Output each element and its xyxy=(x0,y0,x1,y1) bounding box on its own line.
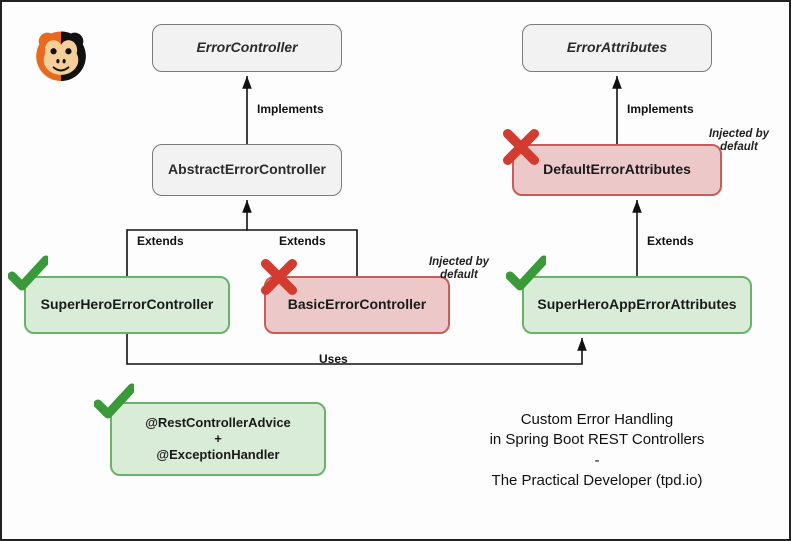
check-icon xyxy=(94,382,134,422)
cross-icon xyxy=(502,128,540,166)
edge-label-extends-3: Extends xyxy=(645,234,696,248)
node-error-attributes: ErrorAttributes xyxy=(522,24,712,72)
monkey-logo-icon xyxy=(30,24,92,86)
cross-icon xyxy=(260,258,298,296)
callout-injected-1: Injected by default xyxy=(422,248,496,290)
callout-injected-1-text: Injected by default xyxy=(422,256,496,281)
node-abstract-error-controller: AbstractErrorController xyxy=(152,144,342,196)
edge-label-uses: Uses xyxy=(317,352,350,366)
node-default-error-attributes: DefaultErrorAttributes xyxy=(512,144,722,196)
advice-label-top: @RestControllerAdvice xyxy=(145,415,291,431)
advice-label-mid: + xyxy=(214,431,222,447)
footer-line-4: The Practical Developer (tpd.io) xyxy=(442,471,752,491)
footer-line-1: Custom Error Handling xyxy=(442,410,752,430)
check-icon xyxy=(506,254,546,294)
edge-label-extends-2: Extends xyxy=(277,234,328,248)
node-error-controller: ErrorController xyxy=(152,24,342,72)
callout-injected-2-text: Injected by default xyxy=(702,128,776,153)
footer-line-3: - xyxy=(442,451,752,471)
footer-caption: Custom Error Handling in Spring Boot RES… xyxy=(442,410,752,491)
footer-line-2: in Spring Boot REST Controllers xyxy=(442,430,752,450)
advice-label-bot: @ExceptionHandler xyxy=(156,447,279,463)
node-superhero-error-controller: SuperHeroErrorController xyxy=(24,276,230,334)
node-superhero-app-error-attributes: SuperHeroAppErrorAttributes xyxy=(522,276,752,334)
check-icon xyxy=(8,254,48,294)
callout-injected-2: Injected by default xyxy=(702,120,776,162)
edge-label-implements-1: Implements xyxy=(255,102,326,116)
diagram-frame: ErrorController ErrorAttributes Abstract… xyxy=(0,0,791,541)
node-advice-handler: @RestControllerAdvice + @ExceptionHandle… xyxy=(110,402,326,476)
edge-label-extends-1: Extends xyxy=(135,234,186,248)
edge-label-implements-2: Implements xyxy=(625,102,696,116)
